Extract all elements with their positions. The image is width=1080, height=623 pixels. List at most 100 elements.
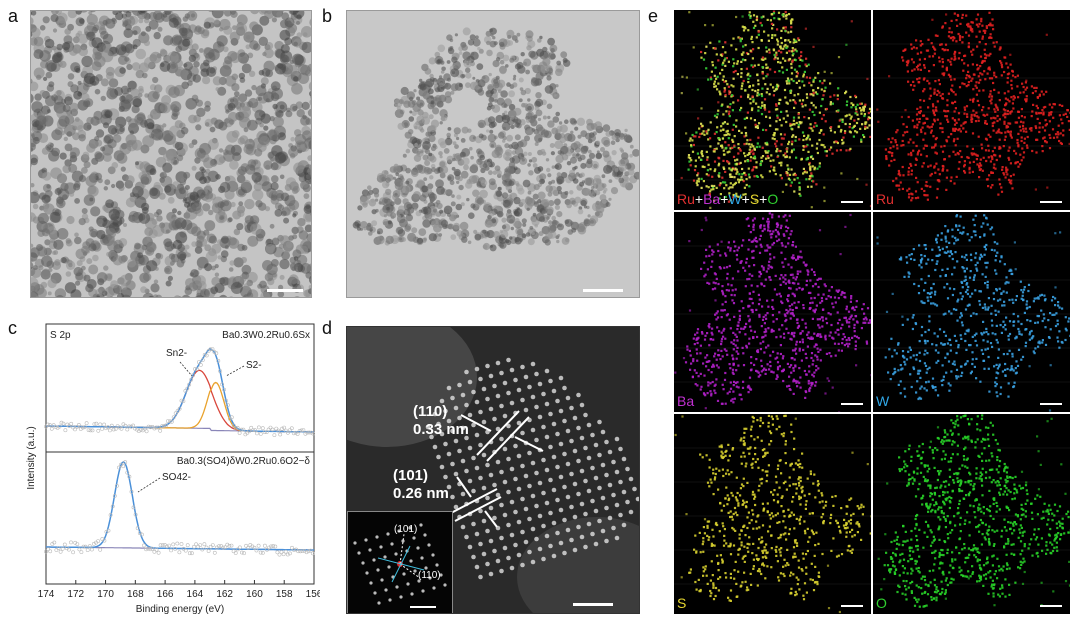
particle <box>602 174 606 178</box>
particle <box>506 135 513 142</box>
particle <box>258 97 262 101</box>
particle <box>450 234 456 240</box>
particle <box>45 39 55 49</box>
particle <box>443 73 451 81</box>
fft-inset: (101) (110) <box>347 511 453 614</box>
particle <box>612 135 617 140</box>
lattice-atom <box>632 487 637 492</box>
particle <box>187 253 191 257</box>
lattice-atom <box>566 495 571 500</box>
particle <box>239 73 245 79</box>
particle <box>294 256 299 261</box>
particle <box>465 82 471 88</box>
particle <box>459 83 463 87</box>
particle <box>454 127 461 134</box>
particle <box>608 198 611 201</box>
particle <box>459 51 463 55</box>
particle <box>405 168 411 174</box>
lattice-atom <box>590 499 595 504</box>
particle <box>557 176 565 184</box>
particle <box>72 174 78 180</box>
fft-spot <box>375 535 378 538</box>
particle <box>81 56 92 67</box>
particle <box>247 120 258 131</box>
particle <box>440 166 448 174</box>
particle <box>271 194 277 200</box>
particle <box>196 108 205 117</box>
particle <box>500 230 503 233</box>
particle <box>184 202 190 208</box>
lattice-atom <box>527 517 532 522</box>
particle <box>54 259 61 266</box>
lattice-atom <box>485 397 490 402</box>
particle <box>106 67 115 76</box>
particle <box>503 200 512 209</box>
lattice-atom <box>485 496 490 501</box>
particle <box>428 135 435 142</box>
particle <box>367 224 373 230</box>
particle <box>144 57 156 69</box>
xps-raw-point <box>70 422 73 425</box>
lattice-atom <box>569 538 574 543</box>
lattice-atom <box>615 437 620 442</box>
particle <box>537 38 542 43</box>
particle <box>570 149 573 152</box>
particle <box>505 239 509 243</box>
particle <box>175 142 184 151</box>
particle <box>223 46 229 52</box>
particle <box>228 217 233 222</box>
particle <box>37 230 44 237</box>
particle <box>429 125 436 132</box>
lattice-atom <box>611 460 616 465</box>
particle <box>404 225 411 232</box>
particle <box>526 112 533 119</box>
eds-scale-bar <box>1040 605 1062 607</box>
particle <box>461 237 467 243</box>
particle <box>394 164 399 169</box>
fft-label-110: (110) <box>418 570 441 581</box>
lattice-atom <box>580 436 585 441</box>
lattice-atom <box>503 381 508 386</box>
particle <box>403 101 410 108</box>
particle <box>450 46 454 50</box>
lattice-atom <box>569 439 574 444</box>
lattice-atom <box>517 388 522 393</box>
particle <box>367 185 372 190</box>
particle <box>418 228 426 236</box>
xps-raw-point <box>97 429 100 432</box>
particle <box>403 154 407 158</box>
particle <box>299 230 309 240</box>
particle <box>448 224 454 230</box>
particle <box>567 134 575 142</box>
particle <box>624 134 632 142</box>
particle <box>414 143 418 147</box>
lattice-atom <box>594 476 599 481</box>
particle <box>451 83 459 91</box>
particle <box>618 178 624 184</box>
lattice-atom <box>622 457 627 462</box>
particle <box>555 84 558 87</box>
particle <box>528 191 532 195</box>
particle <box>456 195 461 200</box>
lattice-atom <box>496 361 501 366</box>
lattice-atom <box>587 489 592 494</box>
lattice-atom <box>615 536 620 541</box>
lattice-atom <box>615 503 620 508</box>
particle <box>522 218 527 223</box>
eds-map-label: S <box>677 595 686 611</box>
particle <box>147 122 154 129</box>
particle <box>629 154 633 158</box>
fft-label-101: (101) <box>394 524 417 535</box>
particle <box>47 279 56 288</box>
particle <box>511 125 515 129</box>
particle <box>547 38 555 46</box>
xps-raw-point <box>55 548 58 551</box>
lattice-atom <box>583 446 588 451</box>
particle <box>492 150 500 158</box>
particle <box>195 171 205 181</box>
lattice-atom <box>513 510 518 515</box>
particle <box>237 210 244 217</box>
lattice-atom <box>510 533 515 538</box>
particle <box>498 132 505 139</box>
particle <box>126 64 132 70</box>
